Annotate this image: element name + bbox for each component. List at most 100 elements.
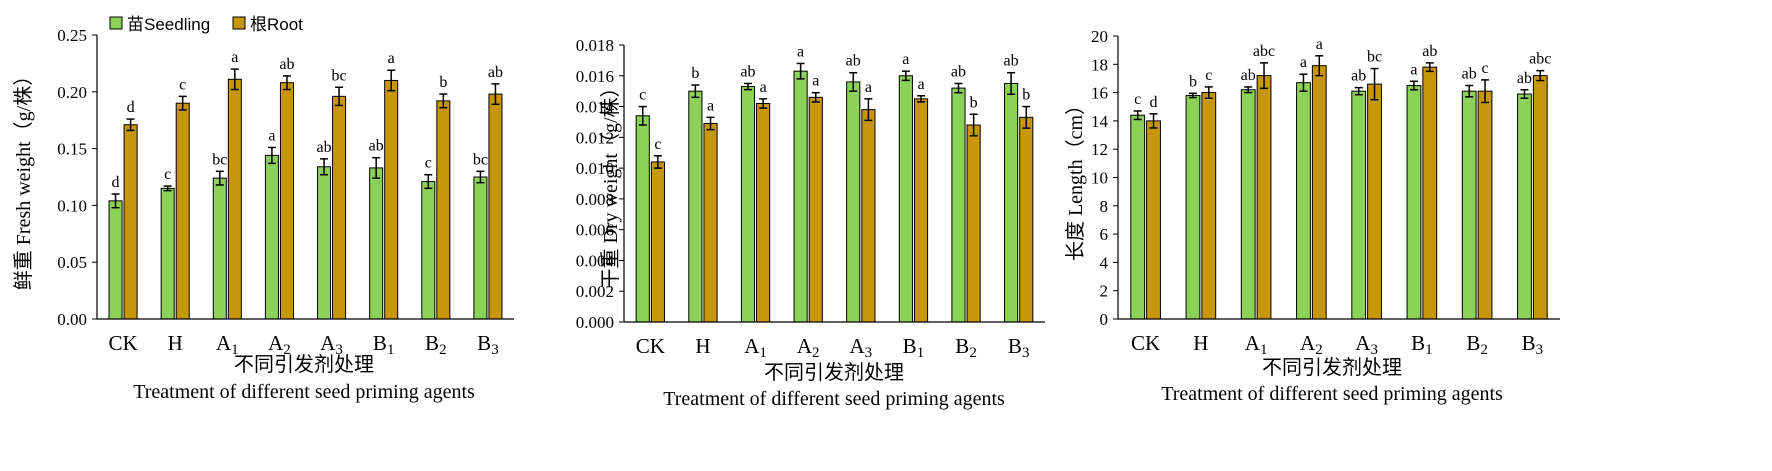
significance-label: ab bbox=[1422, 43, 1437, 60]
x-tick-label: H bbox=[695, 334, 710, 358]
significance-label: c bbox=[179, 76, 186, 93]
bar-root bbox=[1367, 83, 1382, 320]
chart-panel-dry-weight: 干重 Dry weight（g/株） 0.0000.0020.0040.0060… bbox=[576, 36, 1045, 410]
x-tick-subscript: 2 bbox=[812, 345, 820, 361]
x-tick-label: B3 bbox=[1008, 334, 1030, 361]
y-tick-label: 0.012 bbox=[576, 128, 614, 147]
x-tick-label: A3 bbox=[849, 334, 872, 361]
y-tick-label: 12 bbox=[1091, 140, 1108, 159]
x-tick-main: B bbox=[955, 334, 969, 358]
y-tick-label: 0.016 bbox=[576, 67, 614, 86]
y-tick-label: 0.008 bbox=[576, 190, 614, 209]
significance-label: bc bbox=[1367, 49, 1382, 66]
x-tick-label: CK bbox=[108, 331, 137, 355]
error-bar bbox=[111, 193, 120, 209]
bar-root bbox=[227, 78, 242, 320]
x-axis-title-cn: 不同引发剂处理 bbox=[1262, 356, 1402, 379]
bar-root bbox=[913, 98, 929, 323]
x-tick-main: B bbox=[1522, 331, 1536, 355]
bar-seedling bbox=[1461, 90, 1477, 320]
error-bar bbox=[969, 113, 978, 137]
y-tick-label: 0.05 bbox=[57, 253, 87, 272]
x-tick-main: B bbox=[373, 331, 387, 355]
error-bar bbox=[1315, 55, 1324, 77]
y-tick-label: 8 bbox=[1100, 197, 1109, 216]
bar-seedling bbox=[369, 167, 384, 320]
bar-seedling bbox=[951, 87, 966, 323]
significance-label: bc bbox=[212, 151, 227, 168]
significance-label: ab bbox=[1004, 53, 1019, 70]
bar-seedling bbox=[1351, 90, 1367, 320]
significance-label: ab bbox=[1462, 66, 1477, 83]
x-tick-main: CK bbox=[108, 331, 137, 355]
error-bar bbox=[849, 71, 858, 92]
x-tick-main: A bbox=[268, 331, 284, 355]
significance-label: c bbox=[1481, 60, 1488, 77]
bar-root bbox=[436, 100, 451, 320]
bar-root bbox=[279, 82, 294, 320]
y-tick-label: 0.014 bbox=[576, 98, 615, 117]
bar-seedling bbox=[1517, 93, 1532, 320]
x-tick-main: CK bbox=[1131, 331, 1160, 355]
error-bar bbox=[178, 95, 187, 111]
y-tick-label: 0.15 bbox=[57, 140, 87, 159]
y-axis-title: 长度 Length（cm） bbox=[1064, 95, 1087, 261]
significance-label: ab bbox=[316, 139, 331, 156]
significance-label: a bbox=[1300, 54, 1307, 71]
error-bar bbox=[282, 75, 291, 91]
significance-label: bc bbox=[332, 67, 347, 84]
x-axis-title-en: Treatment of different seed priming agen… bbox=[663, 388, 1005, 410]
x-tick-main: B bbox=[1466, 331, 1480, 355]
bar-seedling bbox=[1185, 94, 1201, 320]
error-bar bbox=[1354, 86, 1363, 96]
significance-label: c bbox=[425, 155, 432, 172]
x-tick-label: A2 bbox=[268, 331, 291, 358]
x-tick-subscript: 3 bbox=[1536, 342, 1544, 358]
bar-root bbox=[384, 79, 399, 320]
bar-root bbox=[966, 124, 981, 323]
error-bar bbox=[1465, 84, 1474, 98]
error-bar bbox=[1520, 89, 1529, 100]
legend-label-root: 根Root bbox=[250, 15, 303, 34]
error-bar bbox=[1299, 73, 1308, 92]
error-bar bbox=[439, 93, 448, 109]
x-tick-main: B bbox=[903, 334, 917, 358]
x-tick-main: H bbox=[1193, 331, 1208, 355]
x-tick-label: B1 bbox=[903, 334, 925, 361]
error-bar bbox=[638, 105, 647, 126]
x-tick-label: A3 bbox=[320, 331, 343, 358]
error-bar bbox=[691, 84, 700, 99]
error-bar bbox=[1370, 67, 1379, 101]
significance-label: a bbox=[268, 127, 275, 144]
significance-label: ab bbox=[488, 64, 503, 81]
y-tick-label: 6 bbox=[1100, 225, 1109, 244]
x-tick-label: A2 bbox=[797, 334, 820, 361]
x-tick-main: A bbox=[744, 334, 760, 358]
x-tick-subscript: 2 bbox=[1480, 342, 1488, 358]
bar-seedling bbox=[1130, 114, 1146, 320]
bar-root bbox=[861, 109, 876, 323]
error-bar bbox=[1409, 80, 1418, 91]
error-bar bbox=[1007, 71, 1016, 95]
x-tick-label: B2 bbox=[425, 331, 447, 358]
significance-label: ab bbox=[369, 138, 384, 155]
error-bar bbox=[230, 68, 239, 91]
x-tick-label: B2 bbox=[955, 334, 977, 361]
x-tick-main: B bbox=[1008, 334, 1022, 358]
error-bar bbox=[653, 155, 662, 169]
x-tick-subscript: 3 bbox=[335, 342, 343, 358]
bar-root bbox=[808, 96, 823, 323]
x-tick-main: A bbox=[320, 331, 336, 355]
x-tick-subscript: 1 bbox=[1260, 342, 1268, 358]
x-tick-subscript: 3 bbox=[865, 345, 873, 361]
x-tick-subscript: 3 bbox=[491, 342, 499, 358]
error-bar bbox=[267, 146, 276, 165]
y-tick-label: 18 bbox=[1091, 55, 1108, 74]
significance-label: ab bbox=[1517, 70, 1532, 87]
y-tick-label: 0.000 bbox=[576, 313, 614, 332]
y-tick-label: 20 bbox=[1091, 27, 1108, 46]
y-tick-label: 4 bbox=[1100, 253, 1109, 272]
error-bar bbox=[163, 185, 172, 192]
x-tick-main: A bbox=[849, 334, 865, 358]
error-bar bbox=[1133, 110, 1142, 121]
